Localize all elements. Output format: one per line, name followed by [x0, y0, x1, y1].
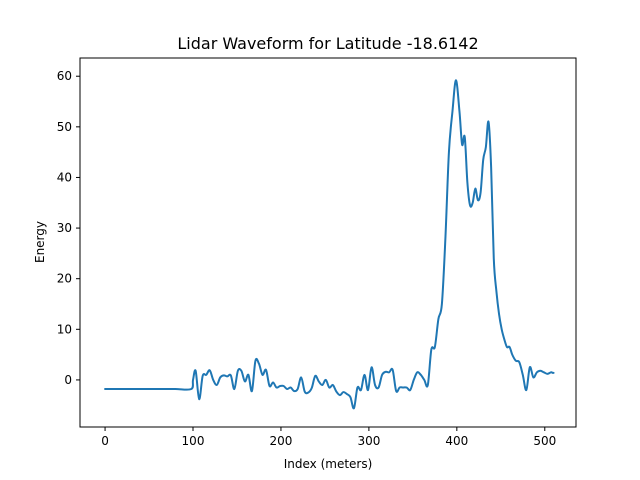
x-tick-label: 100 — [182, 434, 205, 448]
plot-area — [104, 79, 555, 410]
y-tick-label: 10 — [57, 322, 72, 336]
axes-frame — [79, 57, 577, 428]
chart-title: Lidar Waveform for Latitude -18.6142 — [177, 34, 478, 53]
y-axis-ticks: 0 10 20 30 40 50 60 — [57, 69, 80, 387]
waveform-series-line — [104, 79, 555, 410]
x-axis-label: Index (meters) — [284, 457, 373, 471]
y-tick-label: 20 — [57, 272, 72, 286]
x-tick-label: 500 — [533, 434, 556, 448]
x-tick-label: 0 — [101, 434, 109, 448]
x-tick-label: 200 — [269, 434, 292, 448]
y-tick-label: 0 — [64, 373, 72, 387]
y-tick-label: 60 — [57, 69, 72, 83]
x-tick-label: 400 — [445, 434, 468, 448]
x-axis-ticks: 0 100 200 300 400 500 — [101, 427, 556, 448]
y-tick-label: 50 — [57, 120, 72, 134]
y-tick-label: 40 — [57, 170, 72, 184]
x-tick-label: 300 — [357, 434, 380, 448]
y-tick-label: 30 — [57, 221, 72, 235]
y-axis-label: Energy — [33, 221, 47, 263]
